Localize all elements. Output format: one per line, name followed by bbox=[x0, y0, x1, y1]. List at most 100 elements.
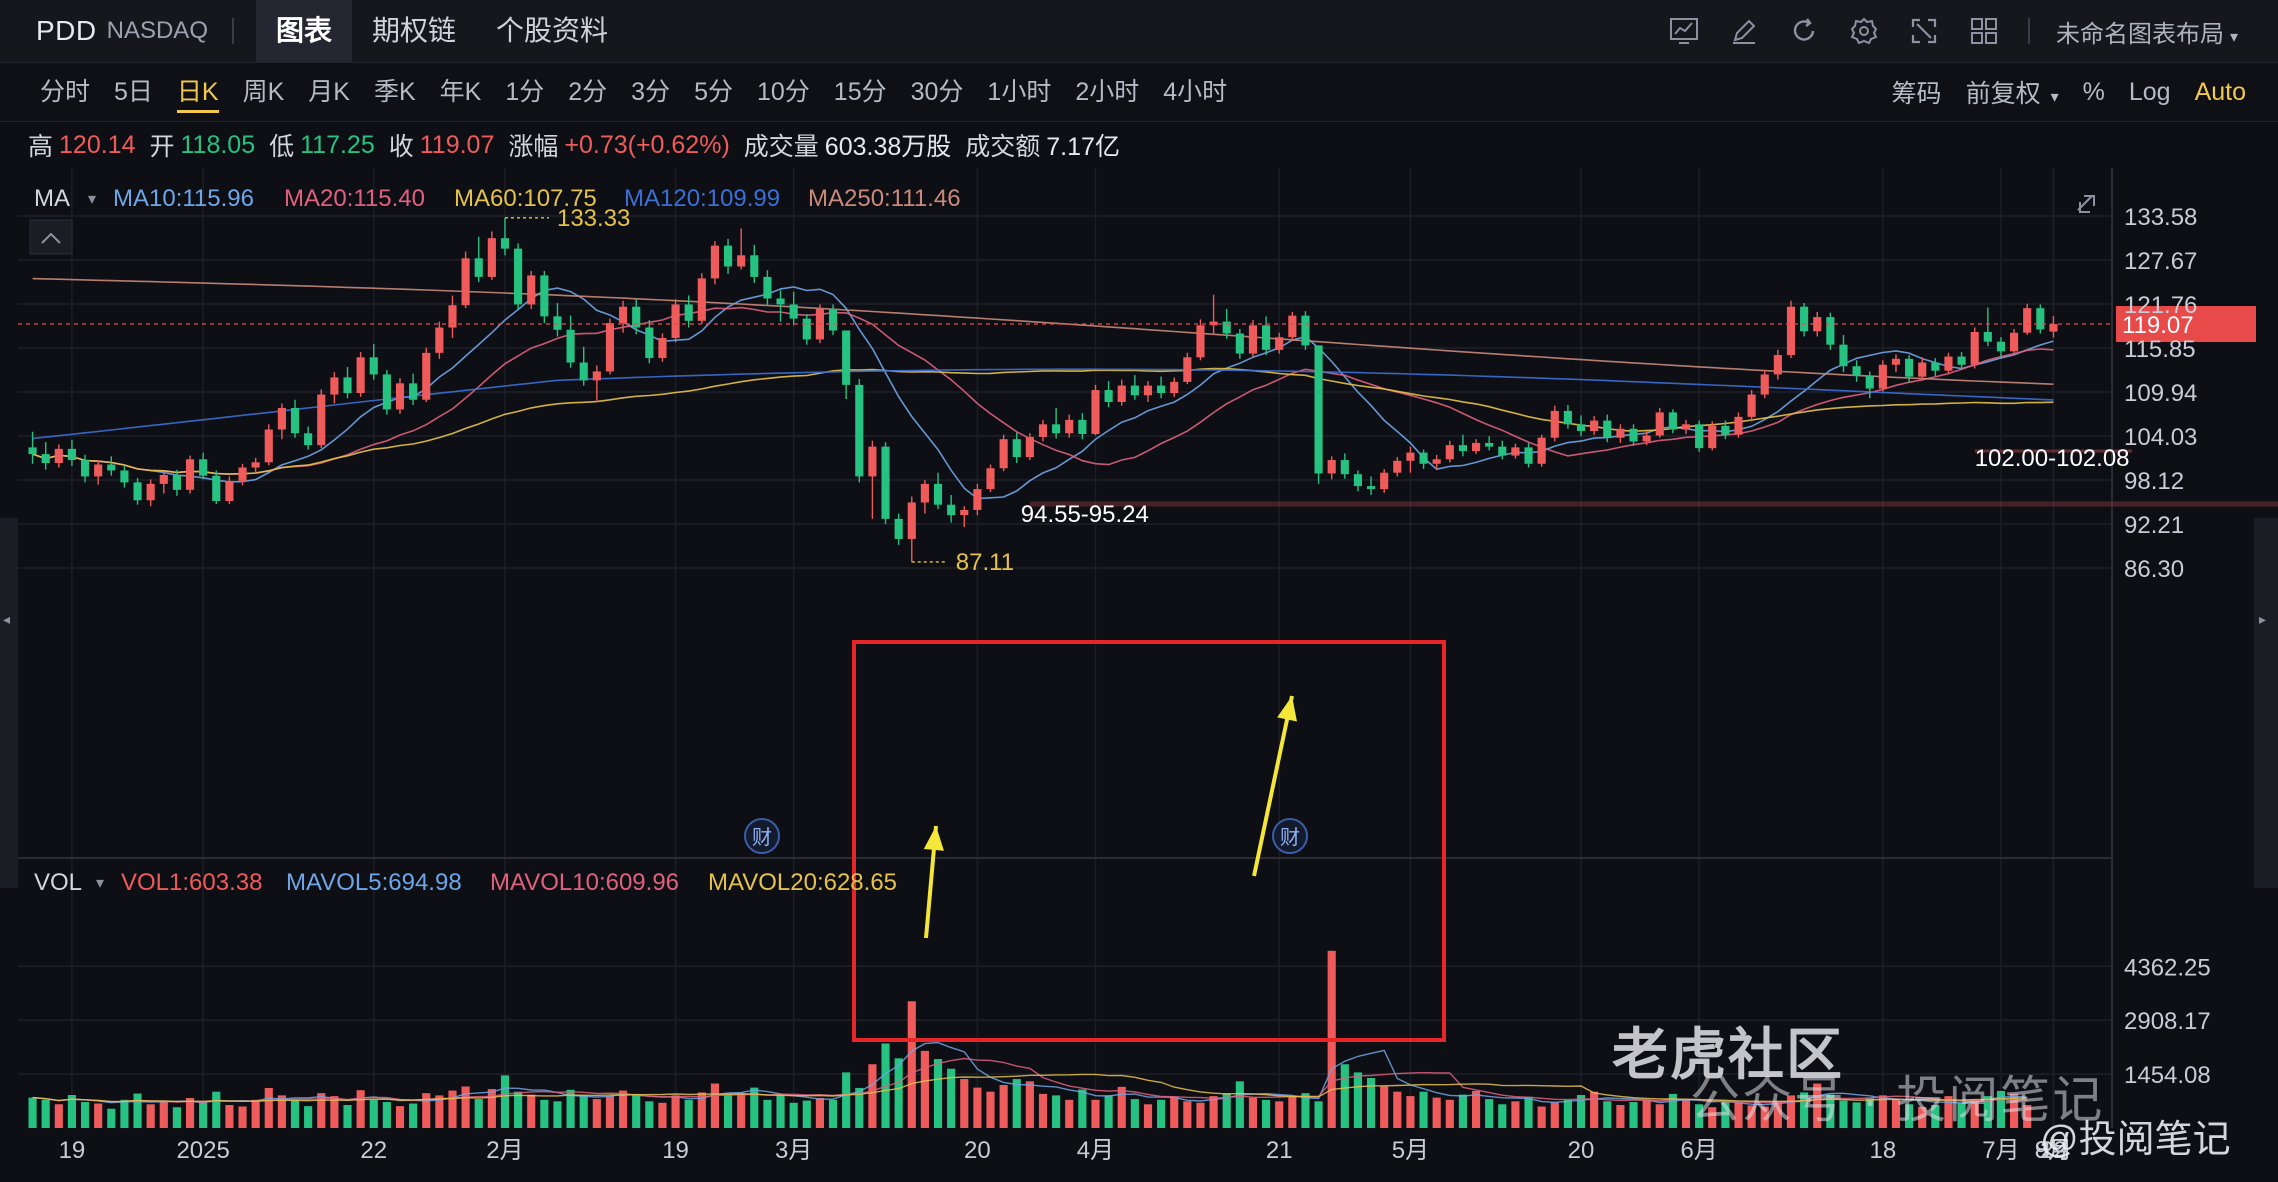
period-intraday[interactable]: 分时 bbox=[40, 78, 91, 106]
period-2hour[interactable]: 2小时 bbox=[1075, 78, 1140, 106]
candle bbox=[1970, 327, 1979, 369]
volume-bar bbox=[1052, 1095, 1061, 1128]
tab-chart[interactable]: 图表 bbox=[255, 0, 352, 62]
candle-body bbox=[1616, 428, 1625, 438]
draw-icon[interactable] bbox=[1722, 9, 1766, 53]
candle-body bbox=[776, 298, 785, 305]
volume-bar bbox=[1550, 1102, 1559, 1128]
candle-body bbox=[1012, 439, 1021, 458]
volume-bar bbox=[41, 1099, 50, 1128]
candle-body bbox=[264, 429, 273, 463]
period-5min[interactable]: 5分 bbox=[694, 78, 733, 106]
chips-button[interactable]: 筹码 bbox=[1891, 80, 1942, 108]
candle-body bbox=[1603, 420, 1612, 438]
chevron-left-icon: ◂ bbox=[3, 612, 10, 628]
candle bbox=[619, 300, 628, 333]
volume-bar bbox=[658, 1102, 667, 1128]
candle bbox=[172, 469, 181, 496]
grid-layout-icon[interactable] bbox=[1962, 9, 2006, 53]
volume-bar bbox=[80, 1102, 90, 1128]
settings-icon[interactable] bbox=[1842, 9, 1886, 53]
period-4hour[interactable]: 4小时 bbox=[1163, 78, 1228, 106]
volume-bar bbox=[94, 1103, 103, 1128]
period-3min[interactable]: 3分 bbox=[631, 78, 671, 106]
candle bbox=[933, 472, 943, 510]
low-label: 低 bbox=[269, 133, 295, 161]
candle bbox=[1012, 432, 1021, 464]
candle-body bbox=[448, 305, 457, 328]
period-5day[interactable]: 5日 bbox=[114, 78, 153, 106]
volume-bar bbox=[290, 1100, 300, 1128]
date-axis-label: 2月 bbox=[486, 1137, 523, 1164]
candle bbox=[1235, 329, 1244, 359]
percent-scale-button[interactable]: % bbox=[2082, 77, 2105, 106]
period-1hour[interactable]: 1小时 bbox=[987, 78, 1052, 106]
candle-body bbox=[645, 327, 654, 359]
candle-body bbox=[1025, 436, 1034, 458]
candle bbox=[1983, 307, 1992, 347]
volume-bar bbox=[1130, 1099, 1139, 1128]
chevron-down-icon[interactable]: ▾ bbox=[96, 873, 104, 892]
period-30min[interactable]: 30分 bbox=[910, 78, 964, 106]
candle-body bbox=[933, 483, 943, 505]
period-yearly[interactable]: 年K bbox=[439, 78, 482, 106]
price-axis-label: 133.58 bbox=[2124, 204, 2197, 231]
auto-scale-button[interactable]: Auto bbox=[2194, 77, 2246, 106]
candle bbox=[356, 352, 365, 397]
scroll-right-handle[interactable]: ▸ bbox=[2254, 518, 2278, 888]
volume-bar bbox=[159, 1102, 168, 1128]
volume-bar bbox=[330, 1096, 339, 1128]
close-value: 119.07 bbox=[419, 130, 495, 159]
date-axis-label: 18 bbox=[1869, 1137, 1896, 1164]
indicator-icon[interactable] bbox=[1662, 9, 1706, 53]
period-1min[interactable]: 1分 bbox=[505, 78, 545, 106]
watermark-community: 老虎社区 bbox=[1612, 1023, 1844, 1086]
date-axis-label: 20 bbox=[1568, 1137, 1595, 1164]
collapse-pane-button[interactable] bbox=[29, 219, 73, 255]
adjust-dropdown[interactable]: 前复权 ▾ bbox=[1966, 74, 2059, 110]
period-weekly[interactable]: 周K bbox=[242, 78, 285, 106]
volume-bar bbox=[671, 1095, 680, 1128]
candle-body bbox=[1891, 358, 1901, 365]
candle-body bbox=[684, 304, 693, 321]
candle-body bbox=[710, 245, 720, 279]
volume-bar bbox=[1931, 1105, 1940, 1128]
candle-body bbox=[199, 459, 208, 476]
candle-body bbox=[120, 470, 129, 483]
refresh-icon[interactable] bbox=[1782, 9, 1826, 53]
chevron-down-icon[interactable]: ▾ bbox=[88, 189, 96, 208]
volume-bar bbox=[947, 1068, 956, 1128]
expand-chart-icon[interactable] bbox=[2077, 195, 2095, 213]
scroll-left-handle[interactable]: ◂ bbox=[0, 518, 18, 888]
log-scale-button[interactable]: Log bbox=[2128, 77, 2171, 106]
period-15min[interactable]: 15分 bbox=[833, 78, 887, 106]
period-monthly[interactable]: 月K bbox=[308, 78, 350, 106]
period-quarterly[interactable]: 季K bbox=[373, 78, 416, 106]
period-10min[interactable]: 10分 bbox=[756, 78, 810, 106]
fullscreen-icon[interactable] bbox=[1902, 9, 1946, 53]
candle-body bbox=[487, 238, 496, 277]
candle bbox=[1708, 421, 1717, 451]
candle bbox=[789, 291, 798, 326]
candle bbox=[395, 378, 405, 414]
low-price-label: 87.11 bbox=[956, 549, 1014, 576]
period-daily[interactable]: 日K bbox=[165, 63, 231, 121]
period-2min[interactable]: 2分 bbox=[568, 78, 608, 106]
tab-options-chain[interactable]: 期权链 bbox=[372, 15, 457, 46]
candle-body bbox=[1445, 445, 1454, 460]
volume-bar bbox=[2023, 1105, 2032, 1128]
candle bbox=[750, 244, 759, 283]
candle-body bbox=[1157, 385, 1166, 394]
candle-body bbox=[369, 357, 378, 375]
volume-bar bbox=[1983, 1096, 1992, 1128]
candle bbox=[1380, 468, 1389, 493]
tab-stock-profile[interactable]: 个股资料 bbox=[496, 15, 609, 46]
volume-bar bbox=[304, 1106, 313, 1128]
volume-bar bbox=[1800, 1092, 1809, 1128]
layout-name-dropdown[interactable]: 未命名图表布局 ▾ bbox=[2056, 14, 2238, 49]
candle-body bbox=[737, 255, 746, 267]
candle-body bbox=[855, 384, 864, 477]
volume-bar bbox=[1721, 1101, 1730, 1128]
last-price-label: 119.07 bbox=[2122, 312, 2194, 339]
candlestick-chart[interactable]: 119.07 133.33 87.11 94.55-95.24 102.00-102.0… bbox=[0, 168, 2278, 1182]
